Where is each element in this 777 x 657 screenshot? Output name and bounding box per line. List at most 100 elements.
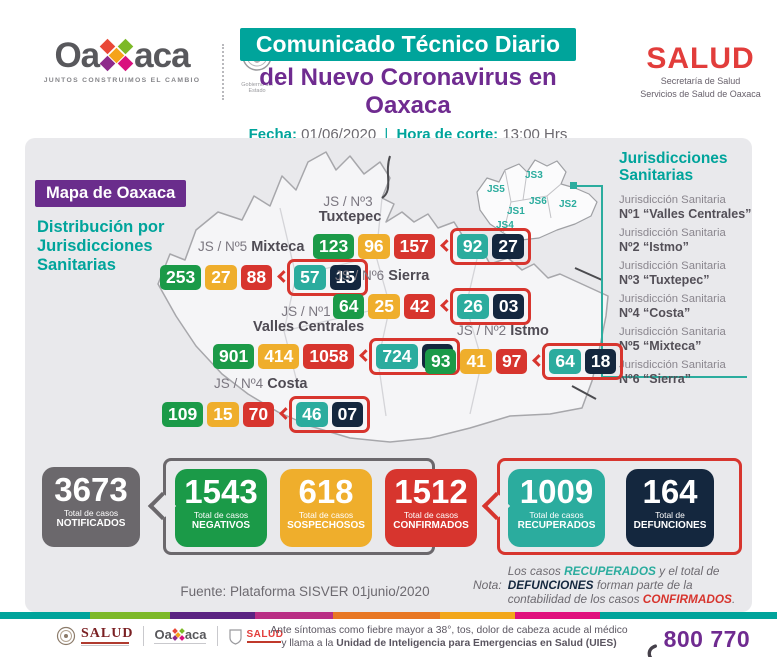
- map-subtitle: Distribución por Jurisdicciones Sanitari…: [37, 218, 165, 274]
- jurisdicciones-panel: Jurisdicciones Sanitarias Jurisdicción S…: [619, 150, 771, 392]
- badge-recuperados: 724: [376, 344, 418, 369]
- region-values: 93 41 97 64 18: [425, 343, 624, 380]
- note-recuperados: RECUPERADOS: [564, 564, 656, 578]
- phone-icon: [647, 643, 658, 657]
- map-panel: Mapa de Oaxaca Distribución por Jurisdic…: [25, 138, 752, 612]
- list-item: Jurisdicción Sanitaria Nº1 “Valles Centr…: [619, 194, 771, 222]
- footer-advice: Ante síntomas como fiebre mayor a 38°, t…: [255, 625, 643, 650]
- region-name: Istmo: [510, 323, 549, 339]
- jurisdiccion-kind: Jurisdicción Sanitaria: [619, 359, 726, 371]
- stat-confirmados: 1512 Total de casos CONFIRMADOS: [385, 469, 477, 547]
- region-values: 123 96 157 92 27: [313, 228, 531, 265]
- badge-defunciones: 03: [492, 294, 525, 319]
- stat-label: NOTIFICADOS: [56, 518, 126, 529]
- badge-negativos: 253: [160, 265, 202, 290]
- stat-value: 1543: [184, 473, 258, 510]
- badge-confirmados: 157: [393, 234, 435, 259]
- wordmark-left: Oa: [54, 36, 100, 75]
- jurisdiccion-name: Nº4 “Costa”: [619, 306, 691, 320]
- region-name: Sierra: [388, 268, 430, 284]
- stat-label: CONFIRMADOS: [393, 520, 469, 531]
- advice-line2-pre: y llama a la: [281, 637, 337, 649]
- salud-oaxaca-small-logo: SALUD: [228, 628, 284, 645]
- stat-value: 1009: [519, 473, 594, 510]
- small-seal-icon: [228, 628, 242, 645]
- recovered-deaths-group: 92 27: [440, 228, 531, 265]
- connector-tick-icon: [279, 406, 293, 420]
- oaxaca-tagline: JUNTOS CONSTRUIMOS EL CAMBIO: [43, 77, 201, 84]
- jurisdiccion-kind: Jurisdicción Sanitaria: [619, 326, 726, 338]
- region-label: JS / Nº6 Sierra: [335, 267, 531, 285]
- stat-sub: Total de casos: [298, 510, 354, 520]
- note-label: Nota:: [473, 578, 502, 592]
- badge-recuperados: 92: [456, 234, 489, 259]
- badge-negativos: 109: [162, 402, 204, 427]
- badge-confirmados: 70: [242, 402, 275, 427]
- badge-defunciones: 18: [584, 349, 617, 374]
- stat-label: NEGATIVOS: [191, 520, 251, 531]
- region-name: Mixteca: [251, 239, 305, 255]
- badge-sospechosos: 25: [368, 294, 400, 319]
- region-label: JS / Nº1 Valles Centrales: [253, 304, 364, 335]
- decorative-bar: [81, 644, 129, 646]
- jurisdiccion-name: Nº1 “Valles Centrales”: [619, 207, 752, 221]
- region-js-number: JS / Nº6: [335, 268, 385, 283]
- note-text: .: [731, 592, 736, 606]
- jurisdiccion-name: Nº3 “Tuxtepec”: [619, 273, 710, 287]
- stat-sub: Total de: [655, 510, 685, 520]
- list-item: Jurisdicción Sanitaria Nº3 “Tuxtepec”: [619, 260, 771, 288]
- region-valles-centrales: JS / Nº1 Valles Centrales 901 414 1058 72…: [213, 304, 461, 375]
- stat-value: 618: [298, 473, 354, 510]
- badge-confirmados: 1058: [303, 344, 355, 369]
- recovered-deaths-group: 57 15: [277, 259, 369, 296]
- region-label: JS / Nº2 Istmo: [457, 322, 623, 340]
- stat-value: 3673: [54, 471, 128, 508]
- region-name: Tuxtepec: [318, 209, 382, 225]
- jurisdiccion-name: Nº2 “Istmo”: [619, 240, 689, 254]
- stat-label: SOSPECHOSOS: [287, 520, 365, 531]
- source-line: Fuente: Plataforma SISVER 01junio/2020: [180, 584, 430, 599]
- stat-sub: Total de casos: [529, 510, 584, 520]
- region-values: 64 25 42 26 03: [333, 288, 532, 325]
- wordmark-right: aca: [134, 36, 190, 75]
- bracket-vertical: [601, 185, 603, 378]
- federal-salud-logo: SALUD: [56, 626, 133, 646]
- region-values: 109 15 70 46 07: [162, 396, 371, 433]
- jurisdicciones-title: Jurisdicciones Sanitarias: [619, 150, 728, 184]
- note-body: Los casos RECUPERADOS y el total de DEFU…: [508, 564, 750, 606]
- map-title: Mapa de Oaxaca: [35, 180, 187, 207]
- region-label: JS / Nº5 Mixteca: [198, 238, 368, 256]
- connector-dot: [570, 182, 577, 189]
- federal-salud-wordmark: SALUD: [81, 625, 134, 641]
- mini-label-js3: JS3: [525, 170, 543, 181]
- recovered-deaths-group: 46 07: [279, 396, 371, 433]
- badge-sospechosos: 15: [207, 402, 239, 427]
- salud-line2: Servicios de Salud de Oaxaca: [640, 89, 761, 99]
- note-defunciones: DEFUNCIONES: [507, 578, 594, 592]
- badge-recuperados: 57: [294, 265, 326, 290]
- note-text: Los casos: [507, 564, 565, 578]
- decorative-bar: [154, 643, 207, 644]
- mini-label-js2: JS2: [559, 199, 577, 210]
- decorative-bar: [81, 641, 129, 644]
- mini-label-js1: JS1: [507, 206, 525, 217]
- mini-label-js5: JS5: [487, 184, 505, 195]
- oaxaca-wordmark: Oa aca: [32, 38, 212, 73]
- phone-block: 800 770 84 37: [645, 626, 777, 657]
- badge-confirmados: 88: [240, 265, 273, 290]
- title-block: Comunicado Técnico Diario del Nuevo Coro…: [218, 28, 598, 143]
- title-banner: Comunicado Técnico Diario: [239, 28, 577, 61]
- stat-sub: Total de casos: [193, 510, 249, 520]
- mini-map: JS5 JS3 JS1 JS6 JS2 JS4: [476, 159, 598, 241]
- region-istmo: JS / Nº2 Istmo 93 41 97 64 18: [425, 322, 624, 380]
- advice-line2-bold: Unidad de Inteligencia para Emergencias …: [336, 637, 617, 649]
- badge-sospechosos: 96: [358, 234, 390, 259]
- connector-tick-icon: [440, 238, 453, 252]
- jurisdiccion-kind: Jurisdicción Sanitaria: [619, 293, 726, 305]
- oaxaca-diamonds-icon: [99, 38, 134, 72]
- region-costa: JS / Nº4 Costa 109 15 70 46 07: [162, 375, 371, 433]
- region-mixteca: JS / Nº5 Mixteca 253 27 88 57 15: [160, 238, 369, 296]
- connector-tick-icon: [277, 269, 291, 283]
- mini-label-js4: JS4: [496, 220, 514, 231]
- seal-caption: Gobierno del Estado: [241, 82, 273, 94]
